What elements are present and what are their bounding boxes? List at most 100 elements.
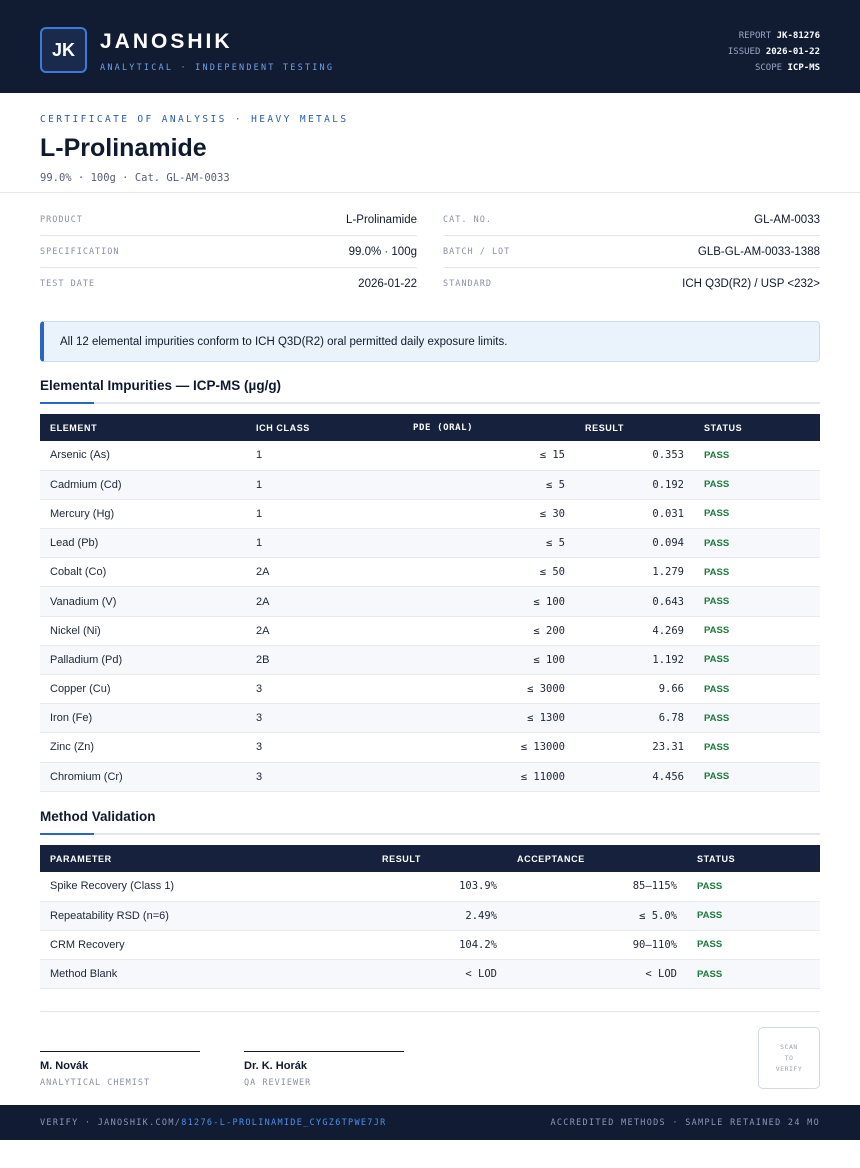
section-divider (40, 402, 820, 404)
status-badge: PASS (694, 528, 820, 559)
table-row: Nickel (Ni) 2A ≤ 200 4.269 PASS (40, 616, 820, 646)
signature-block: Dr. K. Horák QA REVIEWER (244, 1051, 404, 1088)
element-cell: Mercury (Hg) (40, 499, 246, 530)
ich-class-cell: 1 (246, 470, 403, 500)
pde-cell: ≤ 1300 (403, 703, 575, 734)
section-accent (40, 833, 94, 835)
scan-text: VERIFY (775, 1064, 803, 1073)
info-value: 99.0% · 100g (348, 245, 417, 258)
scan-to-verify-box[interactable]: SCAN TO VERIFY (758, 1027, 820, 1089)
ich-class-cell: 3 (246, 703, 403, 734)
info-grid-right: CAT. NO. GL-AM-0033 BATCH / LOT GLB-GL-AM-… (443, 204, 820, 300)
element-cell: Nickel (Ni) (40, 616, 246, 646)
scope-line: SCOPE ICP-MS (728, 60, 820, 76)
signer-name: M. Novák (40, 1060, 89, 1072)
column-header: PDE (ORAL) (403, 414, 575, 441)
acceptance-cell: < LOD (507, 959, 687, 990)
verify-url[interactable]: VERIFY · JANOSHIK.COM/81276-L-PROLINAMID… (40, 1118, 387, 1128)
pde-cell: ≤ 13000 (403, 732, 575, 763)
scan-text: SCAN (780, 1042, 798, 1051)
result-cell: 9.66 (575, 674, 694, 705)
element-cell: Copper (Cu) (40, 674, 246, 705)
parameter-cell: Repeatability RSD (n=6) (40, 901, 372, 931)
info-label: STANDARD (443, 279, 492, 289)
result-cell: 103.9% (372, 872, 507, 902)
signature-line (244, 1051, 404, 1052)
info-row: STANDARD ICH Q3D(R2) / USP <232> (443, 268, 820, 300)
ich-class-cell: 3 (246, 732, 403, 763)
info-label: PRODUCT (40, 214, 83, 225)
result-cell: 4.456 (575, 762, 694, 792)
element-cell: Vanadium (V) (40, 586, 246, 617)
table-row: Zinc (Zn) 3 ≤ 13000 23.31 PASS (40, 732, 820, 763)
result-cell: 6.78 (575, 703, 694, 734)
scope-value: ICP-MS (787, 63, 820, 73)
divider (40, 1011, 820, 1012)
scan-text: TO (784, 1053, 794, 1062)
result-cell: 1.192 (575, 645, 694, 676)
status-badge: PASS (694, 703, 820, 734)
info-row: SPECIFICATION 99.0% · 100g (40, 236, 417, 268)
element-cell: Chromium (Cr) (40, 762, 246, 792)
result-cell: 2.49% (372, 901, 507, 931)
pde-cell: ≤ 200 (403, 616, 575, 646)
report-footer: VERIFY · JANOSHIK.COM/81276-L-PROLINAMID… (0, 1105, 860, 1140)
ich-class-cell: 1 (246, 441, 403, 471)
table-header-row: ELEMENT ICH CLASS PDE (ORAL) RESULT STAT… (40, 414, 820, 441)
logo-initials: JK (51, 39, 75, 60)
pde-cell: ≤ 100 (403, 586, 575, 617)
table-row: Lead (Pb) 1 ≤ 5 0.094 PASS (40, 528, 820, 559)
result-cell: 0.643 (575, 586, 694, 617)
report-label: REPORT (738, 31, 772, 41)
info-row: CAT. NO. GL-AM-0033 (443, 204, 820, 236)
acceptance-cell: ≤ 5.0% (507, 901, 687, 931)
table-row: Repeatability RSD (n=6) 2.49% ≤ 5.0% PASS (40, 901, 820, 931)
column-header: ELEMENT (40, 414, 246, 441)
column-header: ICH CLASS (246, 414, 403, 441)
ich-class-cell: 3 (246, 674, 403, 705)
table-row: Method Blank < LOD < LOD PASS (40, 959, 820, 990)
logo: JK (40, 27, 87, 73)
verify-link[interactable]: 81276-L-PROLINAMIDE_CYGZ6TPWE7JR (181, 1117, 387, 1128)
report-id: JK-81276 (776, 31, 820, 41)
status-badge: PASS (694, 441, 820, 471)
table-row: Copper (Cu) 3 ≤ 3000 9.66 PASS (40, 674, 820, 705)
info-label: TEST DATE (40, 279, 96, 289)
table-row: Spike Recovery (Class 1) 103.9% 85–115% PAS… (40, 872, 820, 902)
element-cell: Iron (Fe) (40, 703, 246, 734)
ich-class-cell: 3 (246, 762, 403, 792)
table-row: Vanadium (V) 2A ≤ 100 0.643 PASS (40, 586, 820, 617)
page-subtitle: 99.0% · 100g · Cat. GL-AM-0033 (40, 172, 230, 184)
table-header-row: PARAMETER RESULT ACCEPTANCE STATUS (40, 845, 820, 872)
table-row: Cadmium (Cd) 1 ≤ 5 0.192 PASS (40, 470, 820, 500)
info-value: 2026-01-22 (358, 278, 417, 290)
result-cell: 23.31 (575, 732, 694, 763)
table-row: Chromium (Cr) 3 ≤ 11000 4.456 PASS (40, 762, 820, 792)
footer-note: ACCREDITED METHODS · SAMPLE RETAINED 24 … (550, 1117, 820, 1128)
issued-label: ISSUED (727, 47, 761, 57)
acceptance-cell: 90–110% (507, 930, 687, 961)
pde-cell: ≤ 100 (403, 645, 575, 676)
element-cell: Cadmium (Cd) (40, 470, 246, 500)
status-badge: PASS (694, 645, 820, 676)
scope-label: SCOPE (754, 63, 783, 73)
pde-cell: ≤ 11000 (403, 762, 575, 792)
info-label: SPECIFICATION (40, 246, 120, 257)
result-cell: 0.353 (575, 441, 694, 471)
pde-cell: ≤ 5 (403, 470, 575, 500)
section-divider (40, 833, 820, 835)
info-label: CAT. NO. (443, 214, 492, 225)
column-header: ACCEPTANCE (507, 845, 687, 872)
status-badge: PASS (694, 586, 820, 617)
acceptance-cell: 85–115% (507, 872, 687, 902)
status-badge: PASS (694, 674, 820, 705)
column-header: RESULT (575, 414, 694, 441)
result-cell: 1.279 (575, 557, 694, 588)
document-kicker: CERTIFICATE OF ANALYSIS · HEAVY METALS (40, 114, 349, 125)
info-label: BATCH / LOT (443, 246, 511, 257)
ich-class-cell: 2A (246, 586, 403, 617)
table-row: Cobalt (Co) 2A ≤ 50 1.279 PASS (40, 557, 820, 588)
report-meta: REPORT JK-81276 ISSUED 2026-01-22 SCOPE … (728, 28, 820, 76)
status-badge: PASS (694, 499, 820, 530)
ich-class-cell: 2A (246, 616, 403, 646)
